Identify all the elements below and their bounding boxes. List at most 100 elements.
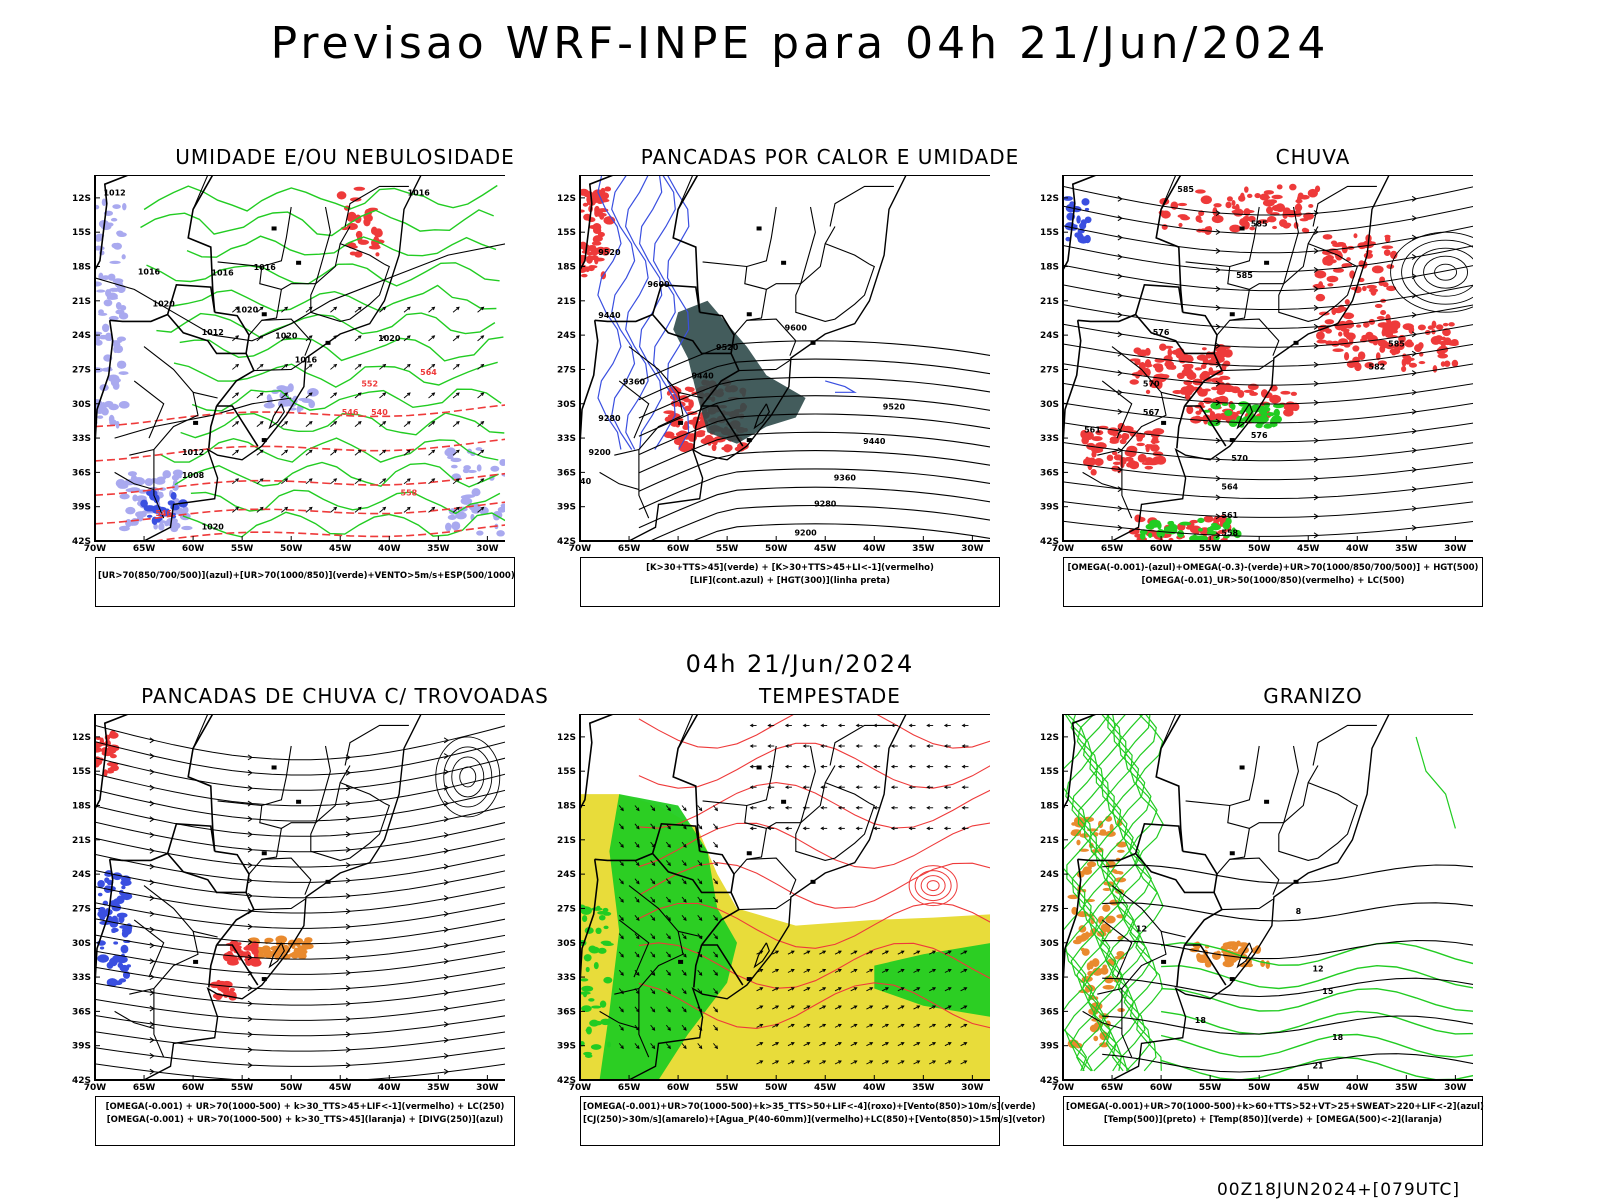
panel-pancadas-trovoadas: PANCADAS DE CHUVA C/ TROVOADAS 12S 15S 18S… <box>72 684 595 1184</box>
wind-vector-head <box>635 953 640 958</box>
humidity-cell <box>177 474 182 479</box>
streamline <box>95 918 505 945</box>
wind-vector-head <box>620 825 624 830</box>
streamline-arrow <box>443 895 450 902</box>
wind-vector <box>634 860 640 866</box>
rain-cell <box>1346 257 1351 262</box>
wind-vector-head <box>698 825 703 830</box>
wind-vector <box>929 1023 936 1028</box>
streamline-arrow <box>345 1062 351 1069</box>
wind-vector-head <box>947 950 952 954</box>
wind-vector-head <box>837 723 842 728</box>
wind-vector-head <box>963 1005 968 1009</box>
storm-cell <box>244 951 250 955</box>
wind-vector <box>452 335 460 342</box>
wind-vector-head <box>480 421 485 425</box>
legend-granizo: [OMEGA(-0.001)+UR>70(1000-500)+k>60+TTS>… <box>1063 1096 1484 1146</box>
wind-vector-head <box>890 785 895 790</box>
wind-vector <box>850 969 857 973</box>
wind-vector <box>403 507 411 513</box>
wind-vector-head <box>926 723 930 728</box>
lon-tick: 45W <box>329 1083 352 1093</box>
rain-cell <box>1228 419 1238 428</box>
streamline-arrow <box>1215 456 1221 463</box>
humidity-cell <box>497 506 505 513</box>
hail-cell <box>1091 958 1100 967</box>
wind-vector-head <box>382 335 387 339</box>
lon-tick: 30W <box>476 1083 499 1093</box>
wind-vector-head <box>683 825 687 830</box>
lon-tick: 50W <box>765 1083 788 1093</box>
wind-vector-head <box>767 805 772 810</box>
wind-vector <box>713 951 718 958</box>
wind-vector <box>713 969 718 976</box>
wind-vector-head <box>869 1005 874 1009</box>
humidity-cell <box>101 406 107 414</box>
humidity-cell <box>354 251 363 258</box>
lon-tick: 35W <box>912 544 935 554</box>
rain-cell <box>1144 465 1154 470</box>
hail-cell <box>1222 960 1234 968</box>
wind-vector <box>232 306 239 313</box>
contour-label: 570 <box>1231 454 1248 463</box>
wind-vector-head <box>822 968 827 973</box>
rain-cell <box>1249 226 1256 231</box>
wind-vector-head <box>822 1005 827 1009</box>
anticyclone-contour <box>1423 255 1469 289</box>
rain-cell <box>1269 394 1282 404</box>
streamline-arrow <box>1117 292 1123 299</box>
legend-line: [Temp(500)](preto) + [Temp(850)](verde) … <box>1103 1115 1443 1125</box>
streamline-arrow <box>1117 273 1123 280</box>
streamline-arrow <box>247 1046 253 1053</box>
wind-vector-head <box>259 506 264 511</box>
rain-cell <box>1404 340 1413 347</box>
wind-vector <box>713 1043 718 1049</box>
precipitable-water-contour <box>638 862 990 909</box>
rain-cell <box>1267 216 1277 223</box>
lon-tick: 60W <box>667 1083 690 1093</box>
wind-vector <box>850 1005 857 1010</box>
wind-vector-head <box>333 478 338 482</box>
rain-cell <box>1330 340 1340 347</box>
streamline-arrow <box>149 847 155 854</box>
wind-vector-head <box>873 764 878 769</box>
contour-label: 561 <box>1221 511 1238 520</box>
wind-vector-head <box>635 972 640 976</box>
hail-cell <box>1081 867 1093 875</box>
rain-cell <box>1154 364 1164 373</box>
humidity-cell <box>496 530 505 537</box>
wind-vector <box>697 805 703 811</box>
wind-vector <box>618 933 624 939</box>
temp-850-contour <box>1082 714 1111 1072</box>
streamline <box>95 934 505 960</box>
wind-vector-head <box>456 363 460 368</box>
rain-cell <box>1200 364 1207 370</box>
wind-vector <box>756 987 763 992</box>
map-pancadas-calor: 9520960094409520960093609440928092009520… <box>557 175 990 554</box>
wind-vector-head <box>431 335 436 339</box>
humidity-cell <box>353 186 366 191</box>
wind-vector <box>897 1023 905 1028</box>
contour-label: 9280 <box>598 414 621 423</box>
wind-vector-head <box>480 306 485 311</box>
wind-vector-head <box>406 306 411 311</box>
height-contour <box>648 504 990 541</box>
wind-vector <box>665 969 671 976</box>
wind-vector <box>650 988 655 994</box>
wind-vector-head <box>651 862 656 867</box>
wind-vector-head <box>908 764 913 769</box>
wind-vector-head <box>357 421 362 425</box>
rain-cell <box>1443 360 1451 367</box>
wind-vector <box>787 987 795 992</box>
wind-vector-head <box>333 421 338 425</box>
wind-vector <box>881 1005 889 1010</box>
wind-vector <box>681 1043 687 1049</box>
rain-cell <box>1095 429 1104 436</box>
humidity-cell <box>375 252 380 257</box>
lat-tick: 36S <box>1040 468 1059 478</box>
lon-tick: 30W <box>961 544 984 554</box>
streamline <box>1063 284 1473 310</box>
contour-label: 570 <box>1143 380 1160 389</box>
contour-label: 1012 <box>182 448 204 457</box>
